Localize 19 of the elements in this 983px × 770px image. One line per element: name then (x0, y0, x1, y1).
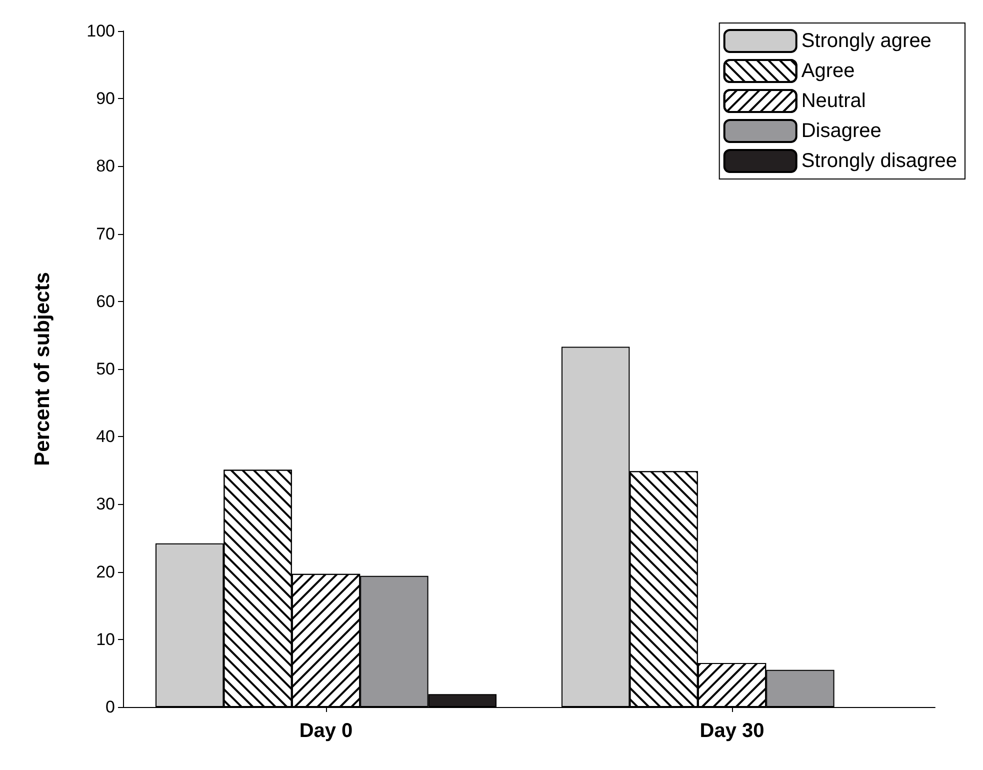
y-axis-title: Percent of subjects (31, 272, 54, 466)
x-tick-label: Day 30 (700, 720, 764, 742)
y-tick-label: 10 (96, 630, 115, 649)
legend-label: Neutral (801, 90, 866, 112)
y-tick-label: 30 (96, 494, 115, 514)
y-tick-label: 20 (96, 562, 115, 582)
y-tick-label: 90 (96, 89, 115, 108)
legend-label: Strongly agree (801, 30, 932, 52)
y-tick-label: 80 (96, 156, 115, 176)
y-tick-label: 0 (106, 698, 115, 716)
legend-label: Agree (801, 60, 855, 82)
y-tick-label: 40 (96, 427, 115, 446)
x-tick-label: Day 0 (299, 720, 353, 742)
y-tick-label: 50 (96, 360, 115, 378)
y-tick-label: 70 (96, 224, 115, 244)
y-tick-label: 60 (96, 292, 115, 311)
legend-label: Disagree (801, 120, 882, 142)
legend-label: Strongly disagree (801, 150, 958, 172)
y-tick-label: 100 (86, 22, 115, 40)
